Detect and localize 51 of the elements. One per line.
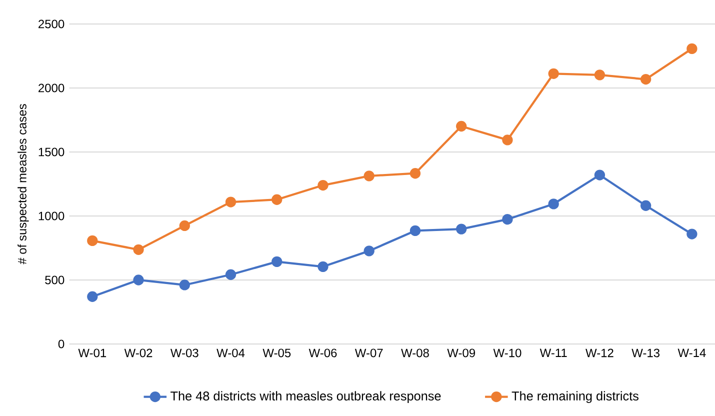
point [133, 244, 144, 255]
point [640, 200, 652, 211]
point [133, 274, 144, 286]
point [364, 170, 374, 182]
point [502, 214, 513, 225]
point [87, 291, 98, 302]
x-tick-label: W-01 [78, 348, 106, 358]
x-tick-label: W-08 [401, 348, 429, 358]
point [410, 225, 421, 236]
point [179, 220, 190, 232]
point [548, 198, 559, 210]
x-tick-label: W-07 [354, 348, 383, 358]
y-tick-label: 500 [45, 276, 64, 284]
point [502, 134, 513, 146]
y-tick-label: 0 [58, 340, 64, 348]
y-tick-label: 2500 [38, 20, 64, 28]
x-tick-label: W-09 [447, 348, 476, 358]
y-tick-label: 1500 [38, 148, 64, 156]
x-tick-label: W-12 [586, 348, 614, 358]
point [410, 168, 421, 179]
x-tick-label: W-13 [632, 348, 660, 358]
x-tick-label: W-14 [678, 348, 706, 357]
point [364, 246, 374, 256]
point [87, 235, 98, 246]
x-tick-label: W-03 [170, 348, 198, 358]
point [548, 68, 559, 79]
point [318, 180, 328, 191]
legend-label: The 48 districts with measles outbreak response [170, 391, 441, 403]
x-tick-label: W-02 [124, 348, 152, 358]
point [686, 43, 698, 54]
point [225, 196, 236, 208]
point [594, 170, 606, 180]
point [640, 74, 652, 85]
point [456, 120, 467, 132]
x-tick-label: W-10 [493, 348, 522, 358]
legend-label: The remaining districts [512, 391, 638, 403]
y-axis-title: # of suspected measles cases [18, 104, 29, 264]
x-tick-label: W-04 [216, 348, 245, 358]
point [272, 194, 282, 205]
point [272, 256, 282, 268]
x-tick-label: W-05 [262, 348, 291, 358]
y-tick-label: 2000 [38, 84, 64, 92]
point [686, 228, 698, 240]
x-tick-label: W-06 [308, 348, 337, 358]
x-tick-label: W-11 [540, 348, 567, 357]
point [594, 70, 606, 80]
point [456, 224, 467, 234]
y-tick-label: 1000 [38, 212, 64, 220]
point [318, 261, 328, 272]
point [179, 280, 190, 290]
point [225, 269, 236, 280]
